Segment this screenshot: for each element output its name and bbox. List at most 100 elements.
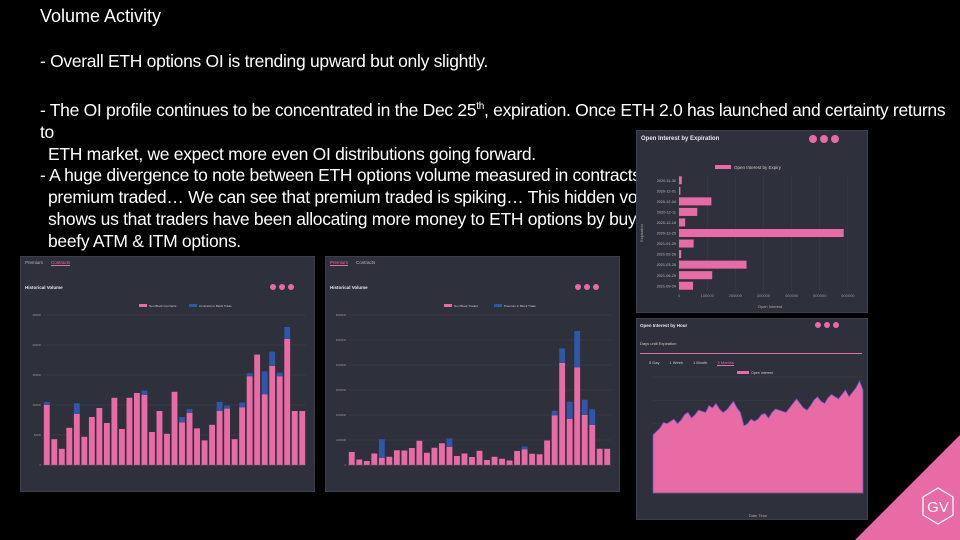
- bar-non-block: [363, 461, 370, 465]
- bar-non-block: [201, 440, 208, 465]
- bar-non-block: [66, 427, 73, 465]
- tab-contracts[interactable]: Contracts: [51, 260, 71, 266]
- chart-toolbar: [815, 322, 839, 328]
- y-tick-label: 3000000: [336, 388, 347, 392]
- bar-non-block: [566, 418, 573, 465]
- slide-title: Volume Activity: [40, 6, 162, 26]
- range-tab-3-months[interactable]: 3 Months: [717, 360, 734, 366]
- y-tick-label: 0: [345, 463, 347, 467]
- reset-icon[interactable]: [824, 322, 830, 328]
- bullet-text: premium traded… We can see that premium …: [48, 187, 674, 207]
- bullet-text: - The OI profile continues to be concent…: [40, 99, 477, 120]
- y-tick-label: 1000000: [336, 438, 347, 442]
- zoom-icon[interactable]: [815, 322, 821, 328]
- download-icon[interactable]: [833, 322, 839, 328]
- y-tick-label: 2000000: [336, 413, 347, 417]
- x-tick-label: 400000: [785, 293, 799, 298]
- y-tick-label: 100000: [32, 403, 41, 407]
- bar-block: [574, 331, 581, 368]
- y-tick-label: 2021-02-26: [657, 253, 676, 257]
- bar-block: [521, 446, 528, 450]
- bar-non-block: [254, 354, 261, 465]
- bar-non-block: [171, 391, 178, 465]
- bar-open-interest: [679, 260, 747, 269]
- range-tab-1-week[interactable]: 1 Week: [669, 360, 683, 365]
- bar-non-block: [499, 458, 505, 465]
- bar-non-block: [118, 429, 125, 465]
- historical-volume-contracts-chart: 0 50000 100000 150000 200000 250000 Non Block …: [32, 304, 306, 467]
- reset-icon[interactable]: [584, 284, 590, 290]
- bar-block: [378, 439, 385, 458]
- bar-block: [269, 351, 276, 366]
- reset-icon[interactable]: [820, 135, 828, 143]
- bar-non-block: [514, 451, 521, 465]
- bar-block: [43, 402, 50, 405]
- bar-block: [261, 371, 268, 395]
- bar-non-block: [103, 423, 110, 465]
- y-tick-label: 150000: [32, 373, 41, 377]
- bar-non-block: [224, 408, 231, 465]
- historical-volume-premium-panel: Premium Contracts Historical Volume 0 100…: [325, 256, 620, 492]
- bar-non-block: [261, 394, 268, 465]
- bar-non-block: [423, 452, 430, 465]
- range-slider[interactable]: [640, 350, 862, 354]
- bar-block: [581, 399, 588, 415]
- bar-non-block: [401, 450, 408, 465]
- reset-icon[interactable]: [279, 284, 285, 290]
- bar-non-block: [43, 405, 50, 465]
- open-interest-by-hour-panel: Open Interest by Hour Days until Expirat…: [636, 318, 868, 520]
- bullet-text: ETH market, we expect more even OI distr…: [48, 143, 536, 164]
- bullet-text: - Overall ETH options OI is trending upw…: [40, 51, 488, 71]
- bar-non-block: [574, 367, 581, 465]
- bar-non-block: [209, 424, 216, 465]
- bar-block: [276, 372, 283, 377]
- gv-logo: GV: [855, 435, 960, 540]
- bullet-text: shows us that traders have been allocati…: [48, 209, 659, 229]
- tab-premium[interactable]: Premium: [25, 260, 44, 265]
- y-tick-label: 2020-12-11: [657, 210, 676, 214]
- y-tick-label: 0: [40, 463, 42, 467]
- bar-non-block: [356, 459, 363, 465]
- zoom-icon[interactable]: [809, 135, 817, 143]
- bar-block: [216, 402, 223, 411]
- bar-non-block: [551, 415, 558, 465]
- range-tabs: 5 Day 1 Week 1 Month 3 Months: [649, 360, 734, 366]
- zoom-icon[interactable]: [270, 284, 276, 290]
- range-tab-1-month[interactable]: 1 Month: [692, 360, 708, 365]
- legend-swatch: [444, 304, 452, 307]
- open-interest-by-hour-chart: Open Interest Date Time: [652, 371, 864, 518]
- bar-block: [179, 417, 185, 423]
- y-tick-label: 2020-12-04: [657, 200, 676, 204]
- download-icon[interactable]: [288, 284, 294, 290]
- bar-non-block: [299, 411, 306, 465]
- tab-premium[interactable]: Premium: [330, 260, 349, 266]
- chart-toolbar: [270, 284, 294, 290]
- bar-non-block: [51, 439, 58, 465]
- download-icon[interactable]: [831, 135, 839, 143]
- bar-non-block: [544, 440, 551, 465]
- bar-non-block: [506, 460, 513, 465]
- bar-non-block: [529, 453, 536, 465]
- bar-non-block: [291, 411, 298, 465]
- bar-non-block: [269, 366, 276, 465]
- tab-contracts[interactable]: Contracts: [356, 260, 376, 265]
- bar-open-interest: [679, 186, 681, 195]
- bar-non-block: [149, 432, 155, 465]
- y-tick-label: 50000: [34, 433, 42, 437]
- y-tick-label: 2021-09-24: [657, 284, 676, 288]
- bar-non-block: [386, 456, 393, 465]
- bar-non-block: [194, 428, 200, 465]
- range-tab-5-day[interactable]: 5 Day: [649, 360, 660, 365]
- y-tick-label: 6000000: [336, 313, 347, 317]
- bar-block: [589, 409, 596, 425]
- bar-non-block: [469, 457, 475, 465]
- chart-title: Open Interest by Hour: [640, 323, 688, 328]
- download-icon[interactable]: [593, 284, 599, 290]
- y-tick-label: 2021-01-29: [657, 242, 676, 246]
- bar-open-interest: [679, 239, 694, 248]
- y-tick-label: 200000: [32, 343, 41, 347]
- legend-swatch: [139, 304, 147, 307]
- x-tick-label: 0: [678, 293, 681, 298]
- bar-non-block: [521, 449, 528, 465]
- zoom-icon[interactable]: [575, 284, 581, 290]
